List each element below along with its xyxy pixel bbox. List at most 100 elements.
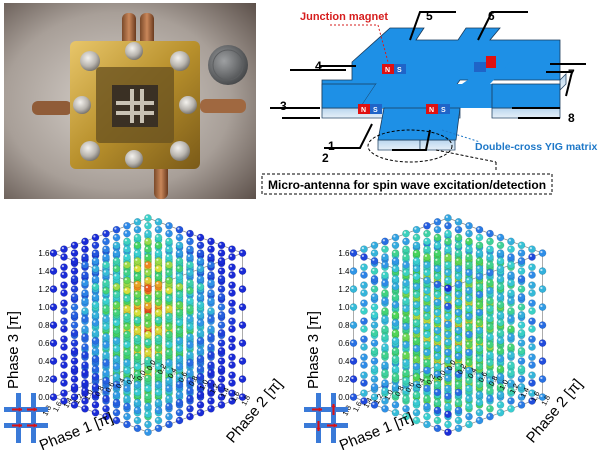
data-sphere (49, 375, 58, 383)
data-sphere (423, 276, 431, 285)
device-photo (4, 3, 256, 199)
data-sphere (123, 330, 131, 339)
data-sphere (465, 294, 473, 303)
data-sphere (454, 257, 463, 265)
data-sphere (538, 267, 547, 275)
data-sphere (186, 358, 194, 367)
data-sphere (528, 281, 536, 289)
data-sphere (433, 272, 442, 281)
data-sphere (360, 281, 368, 289)
data-sphere (433, 380, 442, 389)
data-sphere (144, 214, 152, 222)
data-sphere (486, 350, 494, 359)
data-sphere (517, 249, 526, 257)
z-tick-label: 1.2 (38, 285, 50, 294)
data-sphere (154, 225, 163, 234)
data-sphere (381, 404, 389, 413)
data-sphere (507, 271, 515, 279)
data-sphere (486, 358, 494, 367)
data-sphere (112, 326, 121, 335)
data-sphere (475, 362, 484, 371)
data-sphere (465, 420, 473, 429)
data-sphere (123, 237, 131, 246)
data-sphere (465, 340, 473, 349)
z-tick-label: 1.6 (338, 249, 350, 258)
data-sphere (102, 394, 110, 403)
data-sphere (165, 229, 173, 238)
data-sphere (60, 245, 68, 254)
data-sphere (486, 322, 494, 331)
data-sphere (454, 334, 463, 343)
data-sphere (228, 371, 236, 379)
data-sphere (133, 380, 142, 389)
data-sphere (402, 245, 410, 254)
data-sphere (144, 276, 152, 285)
data-sphere (412, 249, 421, 257)
data-sphere (507, 261, 515, 269)
data-sphere (370, 303, 379, 311)
data-sphere (207, 279, 215, 287)
data-sphere (112, 398, 121, 407)
data-sphere (112, 344, 121, 353)
data-sphere (165, 261, 173, 269)
data-sphere (454, 308, 463, 317)
data-sphere (370, 347, 379, 355)
data-sphere (238, 321, 247, 329)
data-sphere (102, 268, 110, 277)
data-sphere (475, 390, 484, 399)
data-sphere (444, 392, 452, 400)
data-sphere (123, 304, 131, 313)
data-sphere (144, 229, 152, 238)
data-sphere (91, 282, 100, 291)
data-sphere (133, 388, 142, 397)
x-tick-label: 0.2 (124, 373, 137, 386)
data-sphere (70, 257, 79, 265)
data-sphere (91, 249, 100, 257)
data-sphere (81, 307, 89, 315)
z-tick-label: 1.4 (338, 267, 350, 276)
data-sphere (370, 257, 379, 265)
data-sphere (517, 285, 526, 293)
data-sphere (217, 249, 226, 257)
data-sphere (102, 358, 110, 367)
data-sphere (133, 344, 142, 353)
data-sphere (81, 379, 89, 387)
data-sphere (528, 271, 536, 279)
data-sphere (444, 320, 452, 328)
data-sphere (496, 354, 505, 363)
data-sphere (217, 303, 226, 311)
x-tick-label: 1.2 (72, 392, 85, 405)
screw-icon (73, 42, 197, 168)
data-sphere (207, 397, 215, 405)
data-sphere (133, 233, 142, 242)
data-sphere (475, 264, 484, 273)
data-sphere (133, 264, 142, 273)
data-sphere (175, 318, 184, 327)
data-sphere (228, 361, 236, 369)
data-sphere (475, 416, 484, 425)
data-sphere (433, 326, 442, 335)
data-sphere (391, 329, 400, 337)
data-sphere (196, 318, 205, 327)
data-sphere (102, 322, 110, 331)
data-sphere (123, 358, 131, 367)
data-sphere (196, 293, 205, 301)
data-sphere (91, 257, 100, 265)
data-sphere (207, 253, 215, 261)
data-sphere (444, 348, 452, 357)
y-tick-label: 0.4 (166, 366, 179, 379)
coin-icon (208, 45, 248, 85)
data-sphere (433, 280, 442, 289)
data-sphere (423, 268, 431, 277)
x-tick-label: 0.4 (414, 377, 427, 390)
data-sphere (112, 308, 121, 317)
data-sphere (496, 318, 505, 327)
x-tick-label: 1.6 (51, 400, 64, 413)
x-tick-label: 1.6 (351, 400, 364, 413)
data-sphere (207, 289, 215, 297)
data-sphere (423, 253, 431, 261)
data-sphere (186, 253, 194, 261)
x-tick-label: 0.8 (93, 384, 106, 397)
data-sphere (475, 233, 484, 242)
data-sphere (102, 253, 110, 261)
